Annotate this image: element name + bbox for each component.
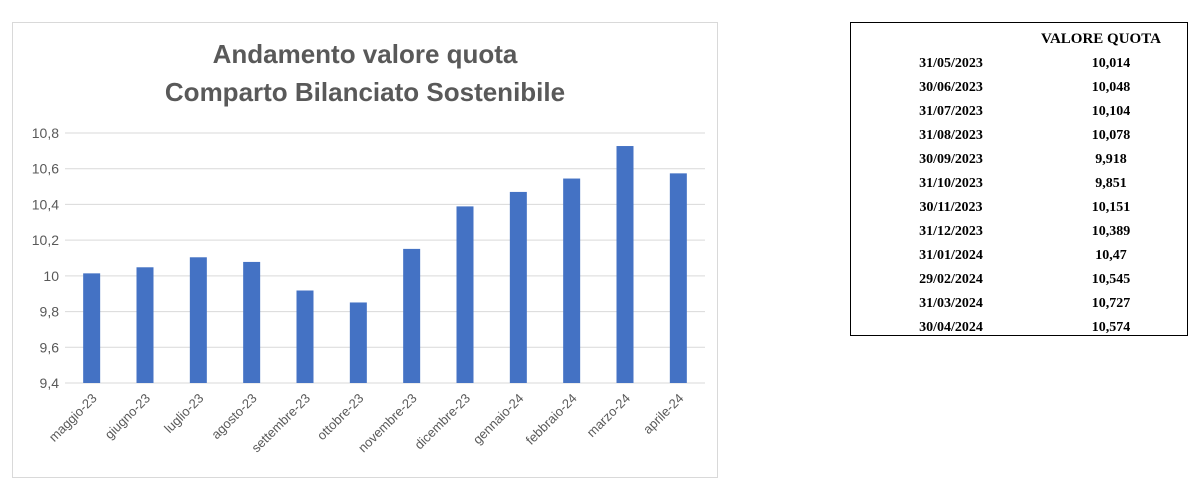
bar — [296, 290, 314, 383]
table-cell-date: 31/01/2024 — [919, 248, 983, 263]
table-cell-value: 10,014 — [1091, 56, 1131, 71]
x-tick-label: ottobre-23 — [314, 391, 367, 444]
table-row: 31/10/2023 9,851 — [851, 173, 1187, 197]
bar — [189, 257, 207, 383]
table-cell-date: 31/10/2023 — [919, 176, 983, 191]
table-row: 30/09/2023 9,918 — [851, 149, 1187, 173]
table-cell-value: 10,104 — [1091, 104, 1131, 119]
bar — [669, 173, 687, 383]
x-tick-label: febbraio-24 — [523, 391, 580, 448]
table-row: 31/12/2023 10,389 — [851, 221, 1187, 245]
y-tick-label: 10,8 — [32, 125, 59, 141]
table-cell-value: 10,545 — [1091, 272, 1131, 287]
table-cell-value: 10,048 — [1091, 80, 1131, 95]
table-cell-date: 31/05/2023 — [919, 56, 983, 71]
y-tick-label: 10,6 — [32, 161, 59, 177]
table-row: 30/04/2024 10,574 — [851, 317, 1187, 341]
x-tick-label: dicembre-23 — [411, 391, 473, 453]
y-tick-label: 9,6 — [40, 339, 60, 355]
table-row: 31/03/2024 10,727 — [851, 293, 1187, 317]
table-cell-value: 10,727 — [1091, 296, 1131, 311]
table-header: VALORE QUOTA — [1041, 31, 1161, 47]
bar — [509, 191, 527, 383]
bar — [456, 206, 474, 383]
table-body: 31/05/2023 10,014 30/06/2023 10,048 31/07/20… — [851, 53, 1187, 341]
x-tick-label: agosto-23 — [208, 391, 259, 442]
table-cell-value: 10,389 — [1091, 224, 1131, 239]
table-row: 29/02/2024 10,545 — [851, 269, 1187, 293]
bar — [403, 248, 421, 383]
table-row: 31/01/2024 10,47 — [851, 245, 1187, 269]
table-cell-date: 29/02/2024 — [919, 272, 983, 287]
x-tick-label: marzo-24 — [584, 391, 633, 440]
x-tick-label: gennaio-24 — [470, 391, 527, 448]
table-cell-date: 31/03/2024 — [919, 296, 983, 311]
table-cell-value: 10,151 — [1091, 200, 1131, 215]
chart-title: Andamento valore quota Comparto Bilancia… — [13, 35, 717, 111]
table-cell-date: 31/08/2023 — [919, 128, 983, 143]
table-cell-value: 10,47 — [1095, 248, 1127, 263]
bar-chart: 9,4 9,6 9,8 10 10,2 10,4 10,6 10,8 maggio-23 giug… — [32, 125, 705, 455]
bar — [563, 178, 581, 383]
bar — [136, 267, 154, 383]
table-cell-date: 30/11/2023 — [919, 200, 983, 215]
y-tick-label: 10,2 — [32, 232, 59, 248]
table-row: 30/06/2023 10,048 — [851, 77, 1187, 101]
table-cell-value: 9,851 — [1095, 176, 1127, 191]
table-cell-date: 31/07/2023 — [919, 104, 983, 119]
chart-title-line-2: Comparto Bilanciato Sostenibile — [164, 77, 566, 107]
table-row: 31/08/2023 10,078 — [851, 125, 1187, 149]
chart-panel: Andamento valore quota Comparto Bilancia… — [12, 22, 718, 478]
bar — [349, 302, 367, 383]
table-cell-date: 31/12/2023 — [919, 224, 983, 239]
bar — [243, 261, 261, 383]
table-cell-value: 9,918 — [1095, 152, 1127, 167]
y-tick-label: 9,8 — [40, 304, 60, 320]
x-tick-label: giugno-23 — [102, 391, 153, 442]
x-tick-label: luglio-23 — [161, 391, 206, 436]
table-cell-value: 10,574 — [1091, 320, 1131, 335]
y-tick-label: 9,4 — [40, 375, 60, 391]
x-tick-label: maggio-23 — [46, 391, 100, 445]
x-tick-label: aprile-24 — [640, 391, 686, 437]
chart-title-line-1: Andamento valore quota — [212, 39, 518, 69]
table-cell-value: 10,078 — [1091, 128, 1131, 143]
valore-quota-table: VALORE QUOTA 31/05/2023 10,014 30/06/2023 1… — [850, 22, 1188, 336]
table-row: 31/07/2023 10,104 — [851, 101, 1187, 125]
table-row: 30/11/2023 10,151 — [851, 197, 1187, 221]
y-tick-label: 10 — [43, 268, 59, 284]
bar — [83, 273, 101, 383]
table-cell-date: 30/06/2023 — [919, 80, 983, 95]
y-tick-label: 10,4 — [32, 196, 59, 212]
table-cell-date: 30/09/2023 — [919, 152, 983, 167]
bar — [616, 146, 634, 383]
table-row: 31/05/2023 10,014 — [851, 53, 1187, 77]
table-cell-date: 30/04/2024 — [919, 320, 983, 335]
